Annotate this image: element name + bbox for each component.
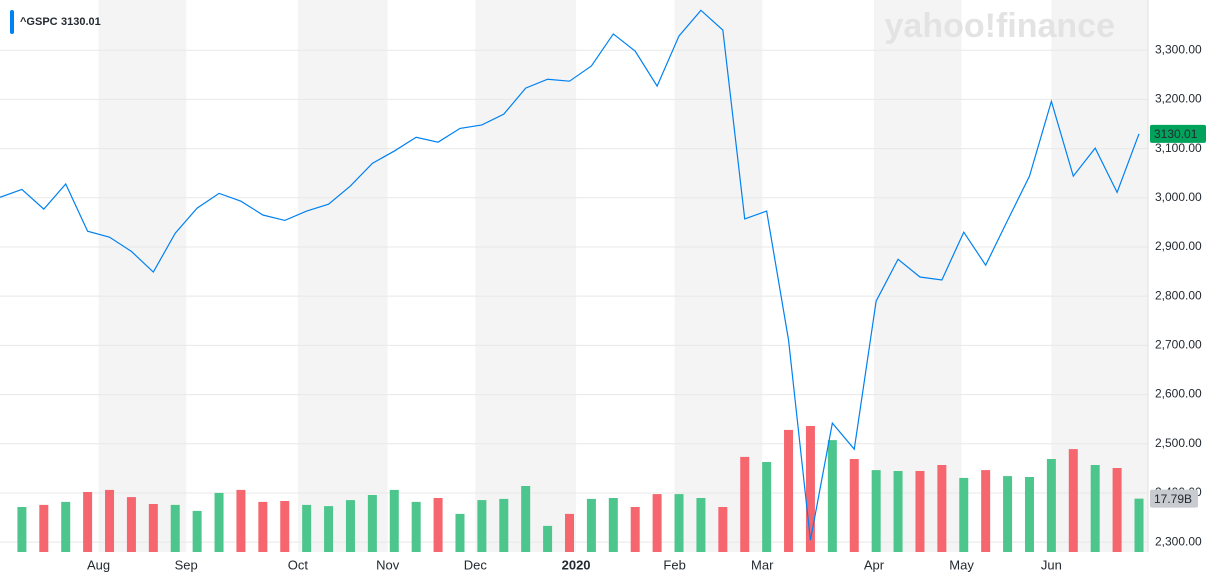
volume-bar [630, 507, 640, 552]
y-tick-label: 2,800.00 [1155, 288, 1202, 302]
volume-bar [280, 501, 290, 552]
volume-flag [1150, 489, 1198, 508]
volume-bar [192, 510, 202, 552]
volume-bar [61, 501, 71, 552]
x-tick-label: Feb [663, 557, 685, 572]
legend-price: 3130.01 [61, 16, 101, 28]
volume-bar [1112, 468, 1122, 552]
volume-bar [805, 426, 815, 552]
legend: ^GSPC 3130.01 [10, 10, 101, 34]
x-tick-label: Dec [464, 557, 488, 572]
volume-bar [959, 477, 969, 552]
x-tick-label: Jun [1041, 557, 1062, 572]
volume-bar [674, 494, 684, 552]
x-tick-label: Aug [87, 557, 110, 572]
volume-bar [784, 429, 794, 552]
volume-label: 17.79B [1154, 492, 1192, 506]
month-band [475, 0, 577, 552]
month-band [873, 0, 962, 552]
volume-bar [565, 513, 574, 552]
y-tick-label: 3,000.00 [1155, 190, 1202, 204]
volume-bar [871, 470, 881, 552]
y-tick-label: 3,200.00 [1155, 92, 1202, 106]
volume-bar [718, 507, 728, 552]
volume-bar [170, 504, 180, 552]
y-tick-label: 2,300.00 [1155, 534, 1202, 548]
volume-bar [105, 489, 115, 552]
volume-bar [740, 456, 750, 552]
y-tick-label: 2,700.00 [1155, 338, 1202, 352]
volume-bar [1068, 449, 1078, 552]
legend-swatch [10, 10, 14, 34]
volume-bar [433, 498, 443, 552]
x-tick-label: May [949, 557, 974, 572]
volume-bar [521, 486, 531, 552]
price-flag [1150, 124, 1206, 143]
x-tick-label: Sep [175, 557, 198, 572]
volume-bar [83, 492, 93, 552]
volume-bar [1024, 477, 1034, 552]
volume-bar [411, 501, 421, 552]
volume-bar [324, 506, 334, 552]
volume-bar [762, 462, 772, 552]
volume-bar [214, 492, 224, 552]
y-tick-label: 2,600.00 [1155, 387, 1202, 401]
month-band [1051, 0, 1148, 552]
volume-bar [39, 504, 49, 552]
volume-bar [302, 504, 312, 552]
volume-bar [455, 513, 465, 552]
x-tick-label: Apr [864, 557, 885, 572]
volume-bar [652, 494, 662, 552]
x-tick-label: Oct [288, 557, 309, 572]
volume-bar [849, 459, 859, 552]
month-band [297, 0, 388, 552]
volume-bar [236, 489, 246, 552]
volume-bar [981, 470, 991, 552]
volume-bar [499, 498, 509, 552]
volume-bar [696, 498, 706, 552]
volume-bar [389, 489, 399, 552]
volume-bar [345, 500, 355, 552]
volume-bar [937, 465, 947, 552]
y-tick-label: 3,100.00 [1155, 141, 1202, 155]
x-tick-label: Mar [751, 557, 774, 572]
legend-name: ^GSPC [20, 16, 58, 28]
price-label: 3130.01 [1154, 127, 1198, 141]
y-tick-label: 3,300.00 [1155, 42, 1202, 56]
volume-bar [543, 525, 553, 552]
volume-bar [827, 440, 837, 552]
volume-bar [17, 507, 27, 552]
x-tick-label: Nov [376, 557, 400, 572]
volume-bar [1003, 476, 1013, 552]
price-line [0, 9, 1140, 541]
volume-bar [477, 500, 487, 552]
volume-bar [608, 498, 618, 552]
y-tick-label: 2,900.00 [1155, 239, 1202, 253]
volume-bar [1134, 498, 1144, 552]
x-tick-label: 2020 [562, 557, 591, 572]
volume-bar [148, 504, 158, 552]
volume-bar [126, 497, 136, 552]
volume-bar [915, 471, 925, 552]
volume-bar [893, 471, 903, 552]
y-tick-label: 2,500.00 [1155, 436, 1202, 450]
volume-bar [1090, 465, 1100, 552]
volume-bar [586, 498, 596, 552]
volume-bar [367, 495, 377, 552]
volume-bar [258, 501, 268, 552]
watermark: yahoo!finance [885, 7, 1115, 45]
month-band [98, 0, 187, 552]
volume-bar [1046, 459, 1056, 552]
